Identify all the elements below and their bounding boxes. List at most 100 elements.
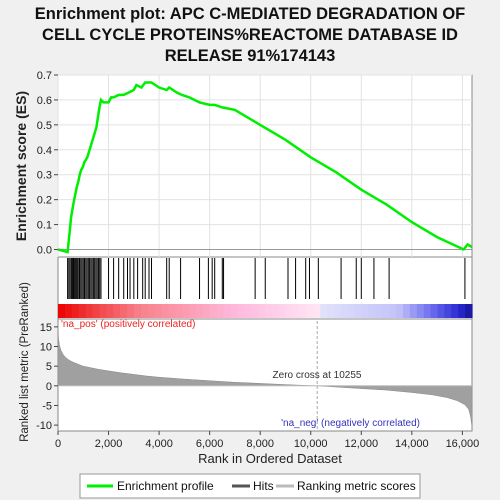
rank-gradient-segment xyxy=(313,304,321,318)
rank-gradient-segment xyxy=(306,304,314,318)
es-y-axis-title: Enrichment score (ES) xyxy=(13,91,29,241)
es-y-tick-label: 0.7 xyxy=(37,70,52,82)
x-tick-label: 10,000 xyxy=(294,438,328,450)
rank-gradient-segment xyxy=(113,304,121,318)
x-tick-label: 12,000 xyxy=(344,438,378,450)
rank-gradient-segment xyxy=(361,304,370,318)
rank-gradient-segment xyxy=(437,304,445,318)
ranking-metric-area xyxy=(57,326,473,428)
rank-gradient-segment xyxy=(175,304,183,318)
es-y-tick-label: 0.3 xyxy=(37,170,52,182)
rank-gradient-segment xyxy=(389,304,397,318)
rank-gradient-segment xyxy=(327,304,335,318)
rank-gradient-segment xyxy=(168,304,176,318)
legend-label-hits: Hits xyxy=(253,479,274,493)
legend-label-enrichment: Enrichment profile xyxy=(117,479,214,493)
rank-gradient-segment xyxy=(58,304,66,318)
rank-gradient-segment xyxy=(223,304,232,318)
rank-gradient-segment xyxy=(416,304,425,318)
rank-gradient-segment xyxy=(106,304,114,318)
rank-gradient-segment xyxy=(244,304,252,318)
rank-gradient-segment xyxy=(133,304,142,318)
x-axis-title: Rank in Ordered Dataset xyxy=(198,451,342,466)
rank-gradient-segment xyxy=(458,304,466,318)
rank-gradient-segment xyxy=(182,304,190,318)
es-gridlines xyxy=(57,74,472,257)
rank-gradient-bar xyxy=(58,304,473,318)
rank-gradient-segment xyxy=(354,304,363,318)
rank-gradient-segment xyxy=(451,304,459,318)
metric-y-tick-label: 10 xyxy=(40,342,52,354)
rank-gradient-segment xyxy=(382,304,390,318)
rank-gradient-segment xyxy=(292,304,301,318)
rank-gradient-segment xyxy=(251,304,259,318)
x-tick-label: 0 xyxy=(55,438,61,450)
rank-gradient-segment xyxy=(147,304,156,318)
metric-y-ticks: 15 10 5 0 -5 -10 xyxy=(36,322,58,432)
title-line-1: Enrichment plot: APC C-MEDIATED DEGRADAT… xyxy=(35,5,466,23)
rank-gradient-segment xyxy=(258,304,266,318)
rank-gradient-segment xyxy=(78,304,87,318)
es-y-tick-label: 0.0 xyxy=(37,245,52,257)
rank-gradient-segment xyxy=(285,304,294,318)
rank-gradient-segment xyxy=(99,304,107,318)
legend: Enrichment profile Hits Ranking metric s… xyxy=(79,473,421,499)
rank-gradient-segment xyxy=(154,304,163,318)
metric-y-axis-title: Ranked list metric (PreRanked) xyxy=(19,282,31,442)
rank-gradient-segment xyxy=(299,304,307,318)
metric-y-tick-label: -5 xyxy=(42,400,52,412)
zero-cross-label: Zero cross at 10255 xyxy=(273,370,362,381)
rank-gradient-segment xyxy=(202,304,211,318)
metric-y-tick-label: 0 xyxy=(46,381,52,393)
title-line-2: CELL CYCLE PROTEINS%REACTOME DATABASE ID xyxy=(42,26,458,44)
es-y-tick-label: 0.2 xyxy=(37,195,52,207)
rank-gradient-segment xyxy=(140,304,149,318)
x-tick-label: 2,000 xyxy=(95,438,123,450)
rank-gradient-segment xyxy=(368,304,376,318)
rank-gradient-segment xyxy=(71,304,80,318)
metric-y-tick-label: 15 xyxy=(40,322,52,334)
rank-gradient-segment xyxy=(92,304,100,318)
rank-gradient-segment xyxy=(340,304,349,318)
rank-gradient-segment xyxy=(347,304,356,318)
x-tick-label: 8,000 xyxy=(246,438,274,450)
metric-x-ticks: 0 2,000 4,000 6,000 8,000 10,000 12,000 14,000 1… xyxy=(55,431,479,450)
es-y-tick-label: 0.5 xyxy=(37,120,52,132)
x-tick-label: 6,000 xyxy=(196,438,224,450)
rank-gradient-segment xyxy=(409,304,418,318)
rank-gradient-segment xyxy=(209,304,218,318)
rank-gradient-segment xyxy=(189,304,197,318)
rank-gradient-segment xyxy=(120,304,128,318)
rank-gradient-segment xyxy=(396,304,404,318)
rank-gradient-segment xyxy=(216,304,225,318)
rank-gradient-segment xyxy=(375,304,383,318)
rank-gradient-segment xyxy=(334,304,342,318)
rank-gradient-segment xyxy=(430,304,439,318)
rank-gradient-segment xyxy=(161,304,169,318)
metric-y-tick-label: -10 xyxy=(36,420,52,432)
rank-gradient-segment xyxy=(230,304,238,318)
es-y-tick-label: 0.4 xyxy=(37,145,52,157)
rank-gradient-segment xyxy=(265,304,273,318)
rank-gradient-segment xyxy=(196,304,204,318)
x-tick-label: 14,000 xyxy=(395,438,429,450)
title-line-3: RELEASE 91%174143 xyxy=(165,47,336,65)
es-y-tick-label: 0.1 xyxy=(37,220,52,232)
es-panel xyxy=(57,74,473,258)
legend-label-metric: Ranking metric scores xyxy=(297,479,416,493)
pos-correlated-label: 'na_pos' (positively correlated) xyxy=(61,319,195,330)
rank-gradient-segment xyxy=(444,304,452,318)
x-tick-label: 4,000 xyxy=(145,438,173,450)
rank-gradient-segment xyxy=(278,304,287,318)
rank-gradient-segment xyxy=(64,304,73,318)
rank-gradient-segment xyxy=(85,304,94,318)
metric-y-tick-label: 5 xyxy=(46,361,52,373)
rank-gradient-segment xyxy=(403,304,411,318)
x-tick-label: 16,000 xyxy=(446,438,480,450)
rank-gradient-segment xyxy=(320,304,328,318)
es-y-tick-label: 0.6 xyxy=(37,95,52,107)
neg-correlated-label: 'na_neg' (negatively correlated) xyxy=(281,418,420,429)
rank-gradient-segment xyxy=(271,304,280,318)
es-y-ticks: 0.0 0.1 0.2 0.3 0.4 0.5 0.6 0.7 xyxy=(37,70,58,257)
